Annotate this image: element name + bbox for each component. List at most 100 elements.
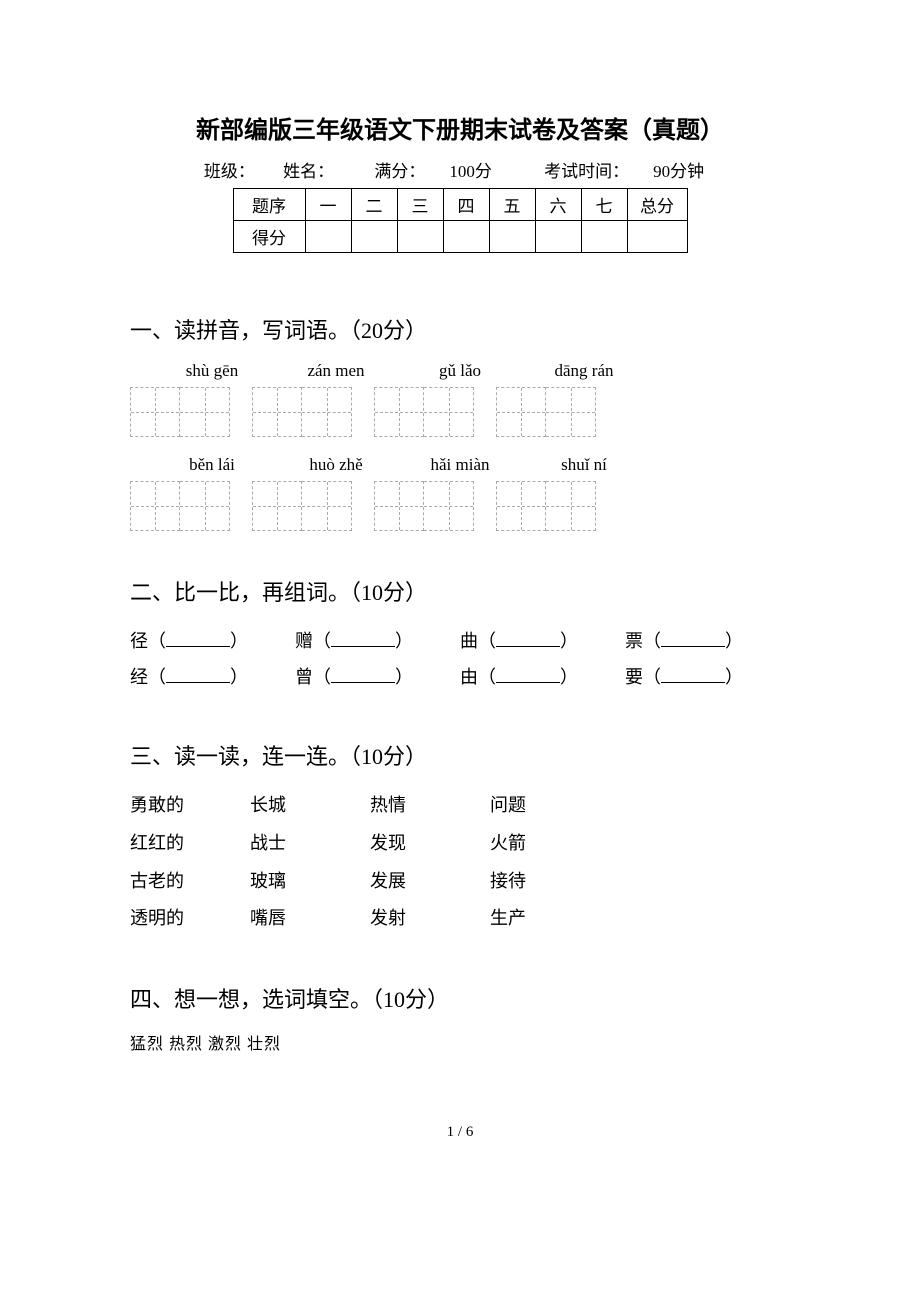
fill-blank <box>166 628 230 647</box>
tian-box <box>374 387 424 437</box>
connect-row: 红红的 战士 发现 火箭 <box>130 825 790 863</box>
connect-word: 发展 <box>370 863 490 901</box>
tian-box <box>180 387 230 437</box>
exam-time: 考试时间：90分钟 <box>532 162 716 181</box>
compare-item: 径（） <box>130 623 295 659</box>
tian-box <box>374 481 424 531</box>
score-cell <box>305 221 351 253</box>
section-heading-3: 三、读一读，连一连。（10分） <box>130 739 790 771</box>
compare-item: 赠（） <box>295 623 460 659</box>
col-header: 五 <box>489 189 535 221</box>
score-cell <box>489 221 535 253</box>
compare-item: 曾（） <box>295 659 460 695</box>
connect-word: 红红的 <box>130 825 250 863</box>
connect-word: 热情 <box>370 787 490 825</box>
col-header: 三 <box>397 189 443 221</box>
fill-blank <box>496 628 560 647</box>
tian-pair <box>252 481 352 531</box>
page-footer: 1 / 6 <box>130 1124 790 1141</box>
tian-pair <box>496 481 596 531</box>
tian-box <box>424 387 474 437</box>
tian-pair <box>130 387 230 437</box>
compare-item: 曲（） <box>460 623 625 659</box>
table-row: 题序 一 二 三 四 五 六 七 总分 <box>233 189 687 221</box>
tian-box <box>546 481 596 531</box>
pinyin-text: huò zhě <box>286 455 386 475</box>
connect-word: 接待 <box>490 863 610 901</box>
fill-blank <box>331 664 395 683</box>
score-table: 题序 一 二 三 四 五 六 七 总分 得分 <box>233 188 688 253</box>
compare-item: 票（） <box>625 623 790 659</box>
tian-box <box>302 481 352 531</box>
row-label: 得分 <box>233 221 305 253</box>
pinyin-text: hǎi miàn <box>410 455 510 475</box>
pinyin-text: shù gēn <box>162 361 262 381</box>
tian-pair <box>496 387 596 437</box>
tian-box <box>180 481 230 531</box>
score-cell <box>535 221 581 253</box>
compare-row: 径（） 赠（） 曲（） 票（） <box>130 623 790 659</box>
connect-row: 透明的 嘴唇 发射 生产 <box>130 900 790 938</box>
tian-box <box>424 481 474 531</box>
col-header: 四 <box>443 189 489 221</box>
connect-word: 问题 <box>490 787 610 825</box>
section-heading-1: 一、读拼音，写词语。（20分） <box>130 313 790 345</box>
pinyin-row: běn lái huò zhě hǎi miàn shuǐ ní <box>162 455 790 475</box>
pinyin-row: shù gēn zán men gǔ lǎo dāng rán <box>162 361 790 381</box>
connect-word: 勇敢的 <box>130 787 250 825</box>
compare-item: 由（） <box>460 659 625 695</box>
class-label: 班级： <box>204 162 255 181</box>
tian-pair <box>252 387 352 437</box>
pinyin-text: gǔ lǎo <box>410 361 510 381</box>
word-bank: 猛烈 热烈 激烈 壮烈 <box>130 1030 790 1054</box>
fill-blank <box>661 664 725 683</box>
table-row: 得分 <box>233 221 687 253</box>
pinyin-text: shuǐ ní <box>534 455 634 475</box>
col-header: 一 <box>305 189 351 221</box>
tian-box <box>496 387 546 437</box>
score-cell <box>397 221 443 253</box>
tian-row <box>130 481 790 531</box>
fill-blank <box>496 664 560 683</box>
section-heading-4: 四、想一想，选词填空。（10分） <box>130 982 790 1014</box>
tian-pair <box>374 481 474 531</box>
score-cell <box>581 221 627 253</box>
pinyin-text: běn lái <box>162 455 262 475</box>
tian-box <box>496 481 546 531</box>
tian-box <box>130 481 180 531</box>
tian-pair <box>130 481 230 531</box>
connect-row: 勇敢的 长城 热情 问题 <box>130 787 790 825</box>
connect-word: 生产 <box>490 900 610 938</box>
col-header: 七 <box>581 189 627 221</box>
compare-row: 经（） 曾（） 由（） 要（） <box>130 659 790 695</box>
fill-blank <box>661 628 725 647</box>
connect-grid: 勇敢的 长城 热情 问题 红红的 战士 发现 火箭 古老的 玻璃 发展 接待 透… <box>130 787 790 938</box>
meta-line: 班级： 姓名： 满分：100分 考试时间：90分钟 <box>130 157 790 182</box>
tian-box <box>302 387 352 437</box>
connect-word: 火箭 <box>490 825 610 863</box>
connect-word: 发射 <box>370 900 490 938</box>
tian-pair <box>374 387 474 437</box>
full-score: 满分：100分 <box>362 162 504 181</box>
fill-blank <box>166 664 230 683</box>
section-heading-2: 二、比一比，再组词。（10分） <box>130 575 790 607</box>
page-title: 新部编版三年级语文下册期末试卷及答案（真题） <box>130 110 790 145</box>
connect-row: 古老的 玻璃 发展 接待 <box>130 863 790 901</box>
connect-word: 古老的 <box>130 863 250 901</box>
pinyin-text: dāng rán <box>534 361 634 381</box>
col-header: 六 <box>535 189 581 221</box>
fill-blank <box>331 628 395 647</box>
connect-word: 长城 <box>250 787 370 825</box>
compare-item: 要（） <box>625 659 790 695</box>
score-cell <box>443 221 489 253</box>
tian-row <box>130 387 790 437</box>
compare-block: 径（） 赠（） 曲（） 票（） 经（） 曾（） 由（） 要（） <box>130 623 790 695</box>
connect-word: 战士 <box>250 825 370 863</box>
name-label: 姓名： <box>283 162 334 181</box>
compare-item: 经（） <box>130 659 295 695</box>
connect-word: 发现 <box>370 825 490 863</box>
connect-word: 嘴唇 <box>250 900 370 938</box>
tian-box <box>252 481 302 531</box>
score-cell <box>627 221 687 253</box>
col-header: 二 <box>351 189 397 221</box>
